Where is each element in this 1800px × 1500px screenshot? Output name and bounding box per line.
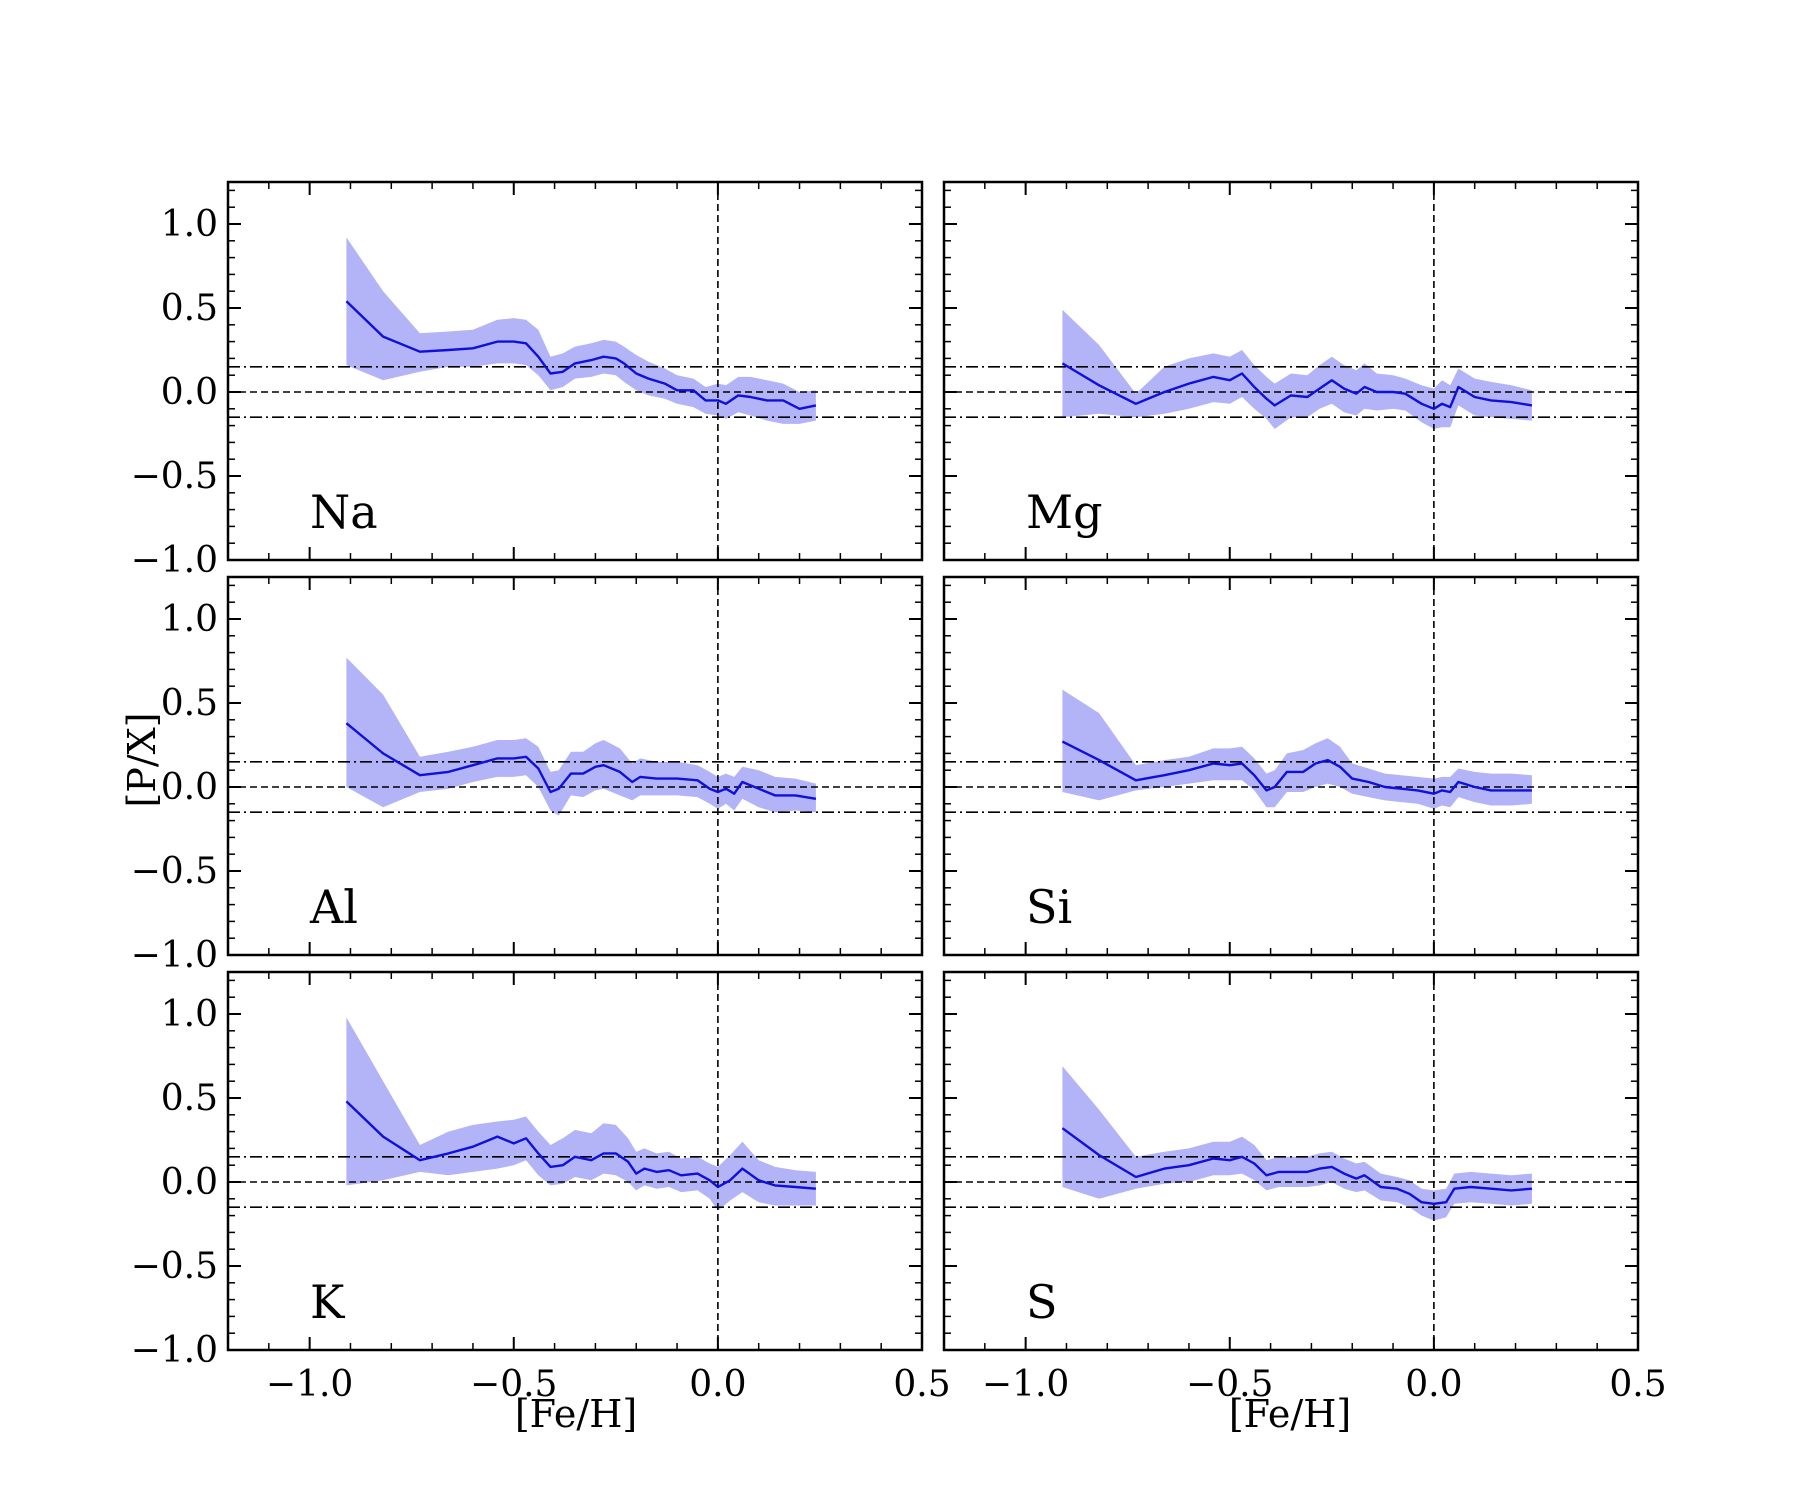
mean-line-al <box>345 722 817 800</box>
confidence-band-si <box>1062 689 1532 809</box>
panel-label-na: Na <box>310 485 378 539</box>
x-tick-label: −1.0 <box>266 1364 353 1405</box>
confidence-band-na <box>346 237 816 424</box>
confidence-band-s <box>1062 1066 1532 1221</box>
mean-line-na <box>345 300 817 410</box>
y-tick-label: −1.0 <box>131 1330 218 1371</box>
panel-mg: Mg <box>942 180 1640 562</box>
y-tick-label: 0.5 <box>161 1078 218 1119</box>
mean-line-mg <box>1061 362 1533 410</box>
x-tick-label: 0.0 <box>1405 1364 1462 1405</box>
y-tick-label: 1.0 <box>161 204 218 245</box>
x-tick-label: 0.5 <box>1609 1364 1666 1405</box>
mean-line-si <box>1061 740 1532 795</box>
x-tick-label: 0.5 <box>893 1364 950 1405</box>
panel-label-mg: Mg <box>1026 485 1103 539</box>
confidence-band-k <box>346 1017 816 1211</box>
panel-na: −1.0 −0.5 0.0 0.5 1.0 Na <box>131 180 924 581</box>
panel-label-al: Al <box>309 880 358 934</box>
y-tick-label: 0.5 <box>161 288 218 329</box>
x-axis-label-right: [Fe/H] <box>1229 1392 1351 1436</box>
x-tick-label: −0.5 <box>470 1364 557 1405</box>
y-tick-label: −1.0 <box>131 540 218 581</box>
panel-frame-na <box>226 180 924 562</box>
y-axis-label: [P/X] <box>120 712 164 807</box>
confidence-band-al <box>346 657 816 816</box>
panel-si: Si <box>942 575 1640 957</box>
panel-frame-mg <box>942 180 1640 562</box>
x-axis-label-left: [Fe/H] <box>515 1392 637 1436</box>
panel-frame-al <box>226 575 924 957</box>
y-tick-label: −1.0 <box>131 935 218 976</box>
y-tick-label: −0.5 <box>131 456 218 497</box>
confidence-band-mg <box>1062 309 1532 429</box>
y-tick-label: 1.0 <box>161 599 218 640</box>
panel-k: −1.0 −0.5 0.0 0.5 1.0 −1.0 −0.5 0.0 0.5 K <box>131 970 951 1405</box>
mean-line-s <box>1061 1127 1532 1206</box>
panel-label-k: K <box>310 1275 346 1329</box>
y-tick-label: −0.5 <box>131 1246 218 1287</box>
y-tick-label: 1.0 <box>161 994 218 1035</box>
panel-frame-k <box>226 970 924 1352</box>
x-tick-label: −0.5 <box>1186 1364 1273 1405</box>
y-tick-label: 0.5 <box>161 683 218 724</box>
mean-line-k <box>345 1100 816 1190</box>
panel-label-si: Si <box>1026 880 1072 934</box>
panel-frame-s <box>942 970 1640 1352</box>
x-tick-label: −1.0 <box>982 1364 1069 1405</box>
y-tick-label: −0.5 <box>131 851 218 892</box>
panel-al: −1.0 −0.5 0.0 0.5 1.0 Al <box>131 575 924 976</box>
y-tick-label: 0.0 <box>161 767 218 808</box>
panel-label-s: S <box>1026 1275 1058 1329</box>
panel-frame-si <box>942 575 1640 957</box>
x-tick-label: 0.0 <box>689 1364 746 1405</box>
y-tick-label: 0.0 <box>161 1162 218 1203</box>
y-tick-label: 0.0 <box>161 372 218 413</box>
panel-s: −1.0 −0.5 0.0 0.5 S <box>942 970 1667 1405</box>
